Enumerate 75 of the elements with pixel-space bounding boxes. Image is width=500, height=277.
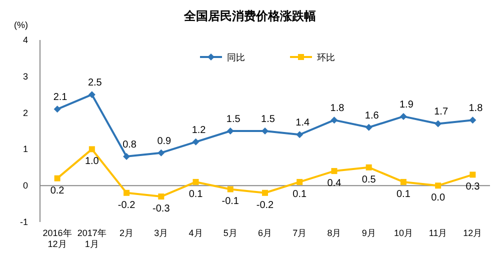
data-label: 1.8 [468, 103, 484, 114]
data-label: 1.4 [296, 118, 310, 129]
data-label: 0.5 [362, 174, 376, 186]
data-label: 0.4 [327, 178, 342, 190]
data-label: 0.8 [122, 139, 137, 150]
point [123, 152, 130, 160]
data-label: 1.8 [330, 103, 345, 114]
data-label: 1.0 [84, 156, 100, 168]
point [330, 116, 338, 124]
data-label: 0.1 [188, 188, 204, 200]
x-tick-label: 6月 [258, 228, 272, 238]
point [296, 178, 303, 185]
point [296, 131, 304, 138]
point [158, 194, 164, 200]
data-label: 0.1 [292, 188, 307, 200]
data-label: 1.5 [261, 114, 276, 125]
point [124, 190, 130, 196]
point [158, 149, 165, 156]
point [88, 146, 95, 152]
x-tick-label: 7月 [292, 228, 307, 238]
y-axis-title: (%) [14, 20, 28, 30]
x-tick-label: 4月 [188, 228, 203, 238]
data-label: 2.1 [53, 92, 68, 104]
x-tick-label: 12月 [463, 228, 482, 238]
data-label: -0.2 [118, 200, 136, 211]
x-tick-label: 10月 [394, 228, 413, 238]
point [400, 178, 406, 185]
point [54, 106, 61, 113]
chart-title: 全国居民消费价格涨跌幅 [183, 9, 316, 23]
y-tick-label: 3 [22, 71, 28, 82]
data-label: 1.2 [192, 124, 206, 136]
point [366, 164, 372, 170]
point [434, 120, 442, 128]
point [365, 124, 372, 131]
data-label: 1.7 [434, 106, 448, 118]
point [331, 168, 338, 174]
x-tick-label: 2月 [120, 228, 134, 238]
x-tick-label: 3月 [154, 228, 168, 238]
data-label: 2.5 [88, 78, 102, 89]
point [227, 186, 234, 192]
x-tick-label: 2017年 1月 [77, 228, 106, 249]
data-label: 0.9 [157, 136, 172, 147]
point [88, 91, 96, 98]
point [435, 182, 442, 189]
x-tick-label: 8月 [327, 228, 342, 238]
x-tick-label: 9月 [362, 228, 376, 238]
data-label: 1.9 [400, 99, 414, 110]
legend-label: 同比 [227, 52, 245, 62]
point [262, 128, 268, 134]
x-tick-label: 2016年 12月 [42, 228, 72, 249]
point [469, 116, 476, 124]
data-label: 0.2 [50, 185, 65, 196]
y-tick-label: 1 [22, 144, 28, 154]
y-tick-label: -1 [20, 217, 28, 227]
data-label: 0.3 [466, 182, 480, 193]
x-tick-label: 5月 [223, 228, 238, 238]
data-label: 1.5 [226, 114, 241, 125]
y-tick-label: 2 [22, 108, 28, 118]
point [470, 172, 476, 178]
point [54, 175, 60, 182]
x-tick-label: 11月 [428, 228, 448, 238]
data-label: 0.1 [396, 188, 411, 200]
data-label: 1.6 [364, 110, 380, 122]
y-tick-label: 0 [22, 180, 28, 191]
data-label: -0.2 [256, 200, 274, 211]
data-label: -0.3 [152, 204, 170, 215]
point [400, 112, 407, 120]
y-tick-label: 4 [22, 35, 28, 45]
point [192, 138, 200, 146]
point [192, 178, 199, 185]
data-label: 0.0 [431, 192, 446, 204]
point [226, 128, 234, 134]
legend-label: 环比 [317, 52, 335, 62]
point [262, 190, 268, 196]
data-label: -0.1 [222, 196, 240, 208]
